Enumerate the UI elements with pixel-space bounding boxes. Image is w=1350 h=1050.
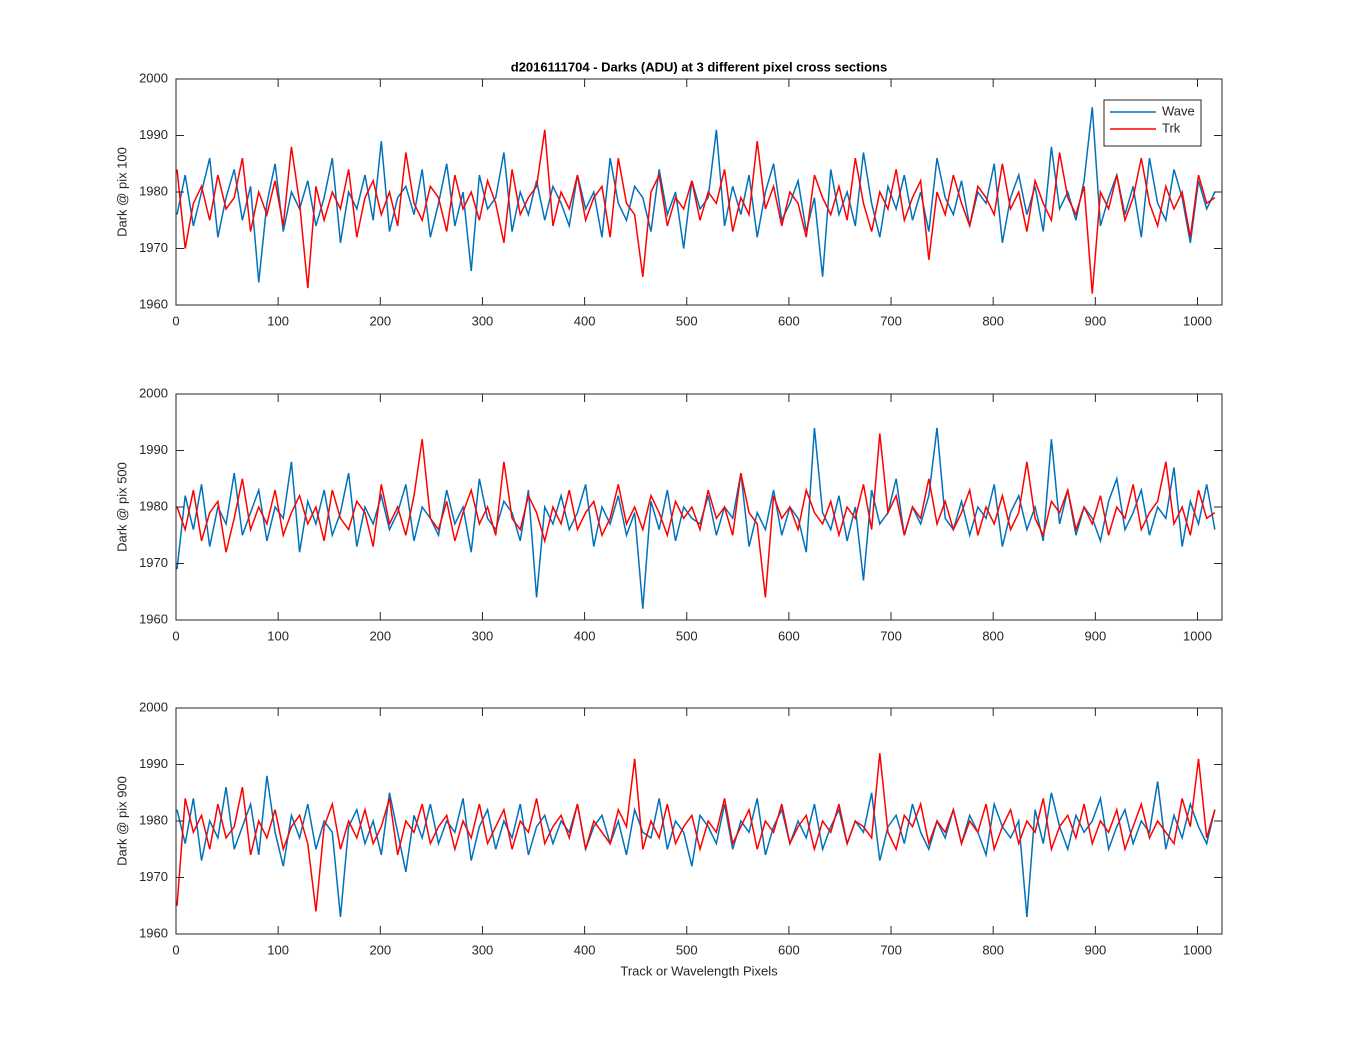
- x-tick-label: 100: [267, 942, 289, 957]
- y-tick-label: 2000: [139, 385, 168, 400]
- x-tick-label: 500: [676, 942, 698, 957]
- x-tick-label: 300: [472, 942, 494, 957]
- x-tick-label: 800: [982, 628, 1004, 643]
- y-tick-label: 1960: [139, 611, 168, 626]
- legend: Wave Trk: [1103, 99, 1202, 147]
- y-tick-label: 2000: [139, 70, 168, 85]
- x-tick-label: 700: [880, 313, 902, 328]
- y-tick-label: 1970: [139, 869, 168, 884]
- x-tick-label: 900: [1084, 628, 1106, 643]
- subplot: 0 100 200 300 400 500 600 700 800 900 1000 1960 1970…: [114, 59, 1223, 328]
- x-tick-label: 800: [982, 942, 1004, 957]
- y-axis-label: Dark @ pix 500: [114, 462, 129, 552]
- x-tick-label: 200: [369, 313, 391, 328]
- x-tick-label: 1000: [1183, 628, 1212, 643]
- chart-title: d2016111704 - Darks (ADU) at 3 different…: [511, 59, 887, 74]
- x-tick-label: 300: [472, 628, 494, 643]
- y-tick-label: 1970: [139, 240, 168, 255]
- x-tick-label: 400: [574, 942, 596, 957]
- y-tick-label: 1980: [139, 498, 168, 513]
- series-line: [176, 427, 1216, 609]
- x-tick-label: 0: [172, 628, 179, 643]
- x-tick-label: 400: [574, 628, 596, 643]
- x-tick-label: 200: [369, 942, 391, 957]
- series-line: [176, 107, 1216, 283]
- subplot: 0 100 200 300 400 500 600 700 800 900 1000 1960 1970…: [114, 385, 1223, 643]
- x-tick-label: 800: [982, 313, 1004, 328]
- legend-label: Wave: [1162, 103, 1195, 118]
- y-tick-label: 1970: [139, 555, 168, 570]
- x-tick-label: 600: [778, 628, 800, 643]
- subplot: 0 100 200 300 400 500 600 700 800 900 1000 1960 1970…: [114, 699, 1223, 978]
- y-tick-label: 1990: [139, 127, 168, 142]
- x-axis-label: Track or Wavelength Pixels: [620, 963, 778, 978]
- series-line: [176, 129, 1216, 294]
- y-axis-label: Dark @ pix 100: [114, 147, 129, 237]
- y-tick-label: 1960: [139, 925, 168, 940]
- x-tick-label: 600: [778, 313, 800, 328]
- x-tick-label: 600: [778, 942, 800, 957]
- x-tick-label: 0: [172, 942, 179, 957]
- x-tick-label: 500: [676, 628, 698, 643]
- plot-area: [176, 394, 1222, 620]
- x-tick-label: 500: [676, 313, 698, 328]
- x-tick-label: 400: [574, 313, 596, 328]
- series-line: [176, 433, 1216, 598]
- x-tick-label: 700: [880, 628, 902, 643]
- y-tick-label: 1960: [139, 296, 168, 311]
- legend-box: [1103, 99, 1202, 147]
- y-tick-label: 1990: [139, 442, 168, 457]
- y-tick-label: 2000: [139, 699, 168, 714]
- y-tick-label: 1980: [139, 183, 168, 198]
- x-tick-label: 1000: [1183, 313, 1212, 328]
- y-tick-label: 1990: [139, 756, 168, 771]
- x-tick-label: 100: [267, 313, 289, 328]
- x-tick-label: 300: [472, 313, 494, 328]
- x-tick-label: 100: [267, 628, 289, 643]
- x-tick-label: 200: [369, 628, 391, 643]
- x-tick-label: 0: [172, 313, 179, 328]
- x-tick-label: 900: [1084, 942, 1106, 957]
- legend-label: Trk: [1162, 120, 1181, 135]
- x-tick-label: 700: [880, 942, 902, 957]
- x-tick-label: 900: [1084, 313, 1106, 328]
- y-axis-label: Dark @ pix 900: [114, 776, 129, 866]
- x-tick-label: 1000: [1183, 942, 1212, 957]
- series-line: [176, 753, 1216, 912]
- y-tick-label: 1980: [139, 812, 168, 827]
